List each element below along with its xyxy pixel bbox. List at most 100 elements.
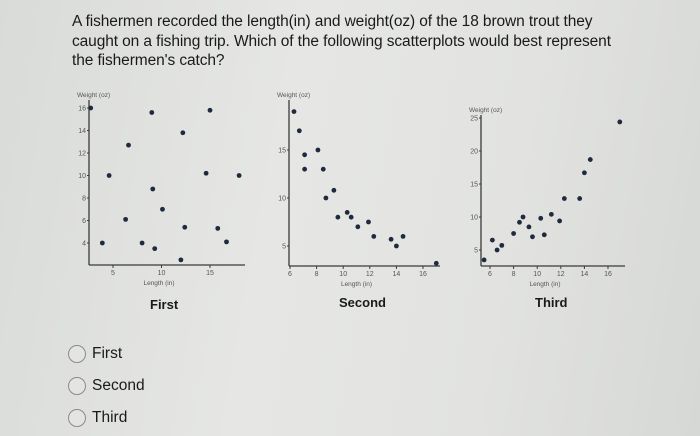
plot-title-second: Second [339, 295, 386, 310]
x-tick-label: 6 [488, 271, 492, 278]
data-point [494, 247, 500, 253]
option-first[interactable]: First [68, 338, 145, 370]
x-tick-label: 14 [581, 271, 589, 278]
data-point [320, 166, 326, 172]
radio-button[interactable] [68, 377, 86, 395]
x-axis-label: Length (in) [529, 281, 560, 288]
data-point [617, 119, 623, 125]
data-point [499, 242, 505, 248]
x-tick-label: 10 [158, 270, 166, 277]
y-tick-label: 14 [78, 128, 86, 135]
x-tick-label: 14 [393, 271, 401, 278]
y-tick-label: 8 [82, 196, 86, 203]
data-point [530, 234, 535, 240]
data-point [150, 186, 156, 192]
y-tick-label: 15 [278, 148, 286, 155]
x-tick-label: 6 [288, 271, 292, 278]
y-tick-label: 15 [470, 182, 478, 189]
data-point [139, 240, 145, 246]
data-point [394, 243, 399, 249]
data-point [106, 173, 112, 178]
data-point [180, 130, 186, 136]
data-point [178, 257, 184, 263]
data-point [291, 109, 297, 114]
x-tick-label: 10 [339, 271, 347, 278]
data-point [215, 225, 221, 231]
data-point [511, 231, 516, 236]
data-point [582, 170, 587, 176]
data-point [366, 219, 371, 225]
x-tick-label: 15 [206, 270, 214, 277]
x-axis-label: Length (in) [341, 281, 372, 288]
data-point [224, 239, 229, 245]
data-point [323, 195, 329, 201]
data-point [236, 173, 242, 178]
data-point [88, 105, 94, 111]
y-tick-label: 16 [78, 106, 86, 113]
data-point [587, 157, 593, 162]
data-point [315, 147, 321, 153]
question-text: A fishermen recorded the length(in) and … [72, 13, 611, 69]
data-point [152, 246, 158, 252]
data-point [526, 224, 532, 230]
answer-options: First Second Third [68, 338, 145, 434]
data-point [400, 234, 406, 239]
y-tick-label: 20 [470, 149, 478, 156]
data-point [548, 211, 554, 217]
data-point [388, 236, 394, 242]
data-point [348, 214, 354, 220]
option-second[interactable]: Second [68, 370, 145, 402]
x-tick-label: 5 [111, 270, 115, 277]
data-point [371, 234, 377, 239]
data-point [538, 215, 544, 221]
y-tick-label: 10 [470, 215, 478, 222]
x-tick-label: 16 [604, 271, 612, 278]
x-tick-label: 12 [557, 271, 565, 278]
y-tick-label: 12 [78, 151, 86, 158]
data-point [331, 187, 337, 193]
x-tick-label: 8 [315, 271, 319, 278]
data-point [207, 107, 213, 113]
data-point [123, 216, 129, 222]
x-tick-label: 10 [533, 271, 541, 278]
y-tick-label: 4 [82, 241, 86, 248]
data-point [520, 214, 526, 220]
option-label: First [92, 345, 123, 362]
option-third[interactable]: Third [68, 402, 145, 434]
data-point [302, 152, 308, 158]
data-point [126, 142, 131, 148]
radio-button[interactable] [68, 409, 86, 427]
y-tick-label: 5 [282, 244, 286, 251]
data-point [344, 210, 350, 215]
x-tick-label: 8 [512, 271, 516, 278]
y-tick-label: 25 [470, 116, 478, 123]
data-point [203, 170, 209, 176]
y-axis-label: Weight (oz) [469, 107, 502, 114]
data-point [296, 128, 302, 134]
data-point [489, 237, 495, 243]
data-point [557, 218, 563, 224]
x-tick-label: 16 [419, 271, 427, 278]
data-point [577, 196, 583, 201]
radio-button[interactable] [68, 345, 86, 363]
y-axis-label: Weight (oz) [77, 92, 110, 99]
data-point [433, 260, 439, 266]
data-point [302, 166, 308, 172]
data-point [517, 219, 522, 225]
data-point [160, 206, 165, 212]
data-point [182, 224, 188, 230]
data-point [481, 257, 487, 263]
y-tick-label: 10 [278, 196, 286, 203]
y-tick-label: 5 [474, 248, 478, 255]
y-tick-label: 6 [82, 218, 86, 225]
data-point [99, 240, 105, 246]
plot-title-third: Third [535, 295, 568, 310]
x-axis-label: Length (in) [143, 280, 174, 287]
x-tick-label: 12 [366, 271, 374, 278]
option-label: Third [92, 409, 128, 426]
data-point [561, 196, 567, 201]
data-point [335, 214, 341, 220]
data-point [149, 110, 155, 115]
option-label: Second [92, 377, 145, 394]
data-point [541, 232, 547, 238]
